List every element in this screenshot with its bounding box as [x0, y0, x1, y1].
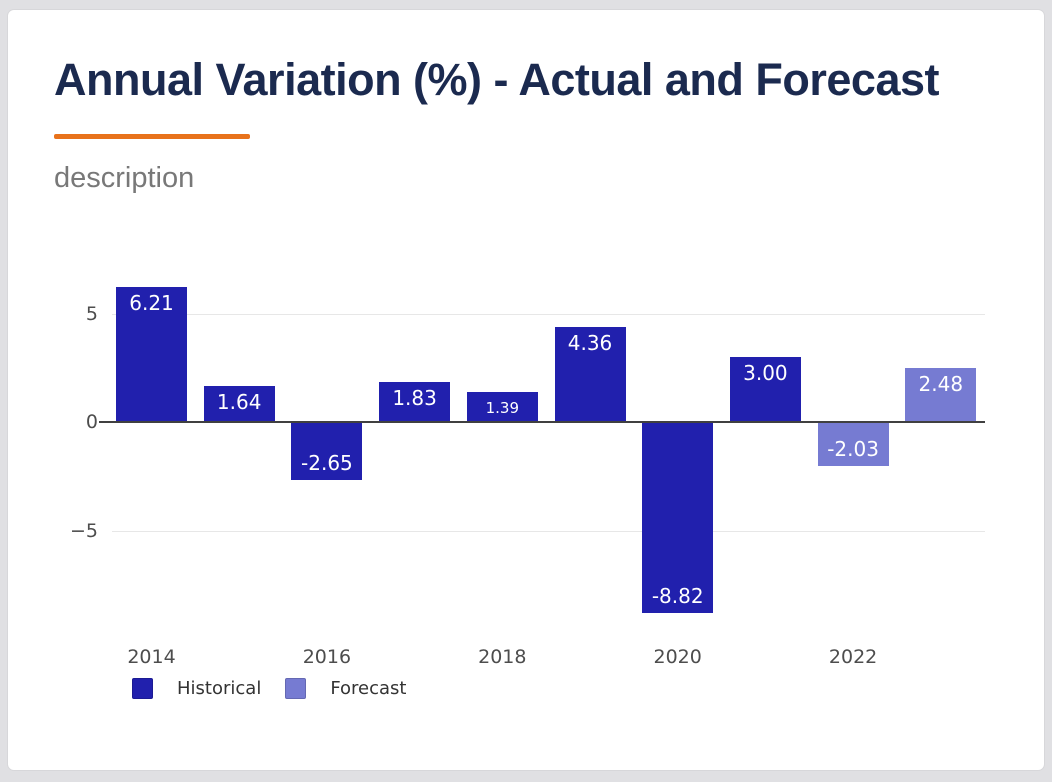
- zero-tick: [99, 421, 108, 423]
- bar-value-label: 3.00: [743, 360, 788, 385]
- gridline: [112, 313, 985, 315]
- bar-value-label: 4.36: [567, 331, 613, 356]
- bar-value-label: -2.65: [301, 450, 353, 475]
- chart-card: Annual Variation (%) - Actual and Foreca…: [8, 10, 1044, 770]
- bar: [642, 422, 714, 614]
- bar-value-label: 1.83: [392, 386, 437, 411]
- title-accent-rule: [54, 134, 250, 139]
- bar: [905, 368, 977, 422]
- gridline: [112, 530, 985, 532]
- x-tick-label: 2020: [653, 646, 702, 668]
- y-tick-label: 0: [85, 411, 98, 433]
- legend-label-forecast: Forecast: [330, 678, 407, 699]
- chart-area: 5 0 −5 6.21 1.64 -2.65 1.83 1.39 4.36 -8.82 3.00 -2…: [8, 10, 1044, 770]
- bar: [116, 287, 187, 422]
- page-description: description: [54, 162, 195, 194]
- y-tick-label: 5: [85, 302, 98, 325]
- x-tick-label: 2016: [302, 646, 352, 668]
- x-tick-label: 2018: [478, 646, 527, 668]
- bar: [817, 422, 889, 467]
- page-title: Annual Variation (%) - Actual and Foreca…: [54, 54, 939, 105]
- bar-value-label: 2.48: [918, 372, 964, 397]
- x-axis-line: [108, 421, 985, 423]
- bar-value-label: -2.03: [827, 437, 879, 462]
- bar: [203, 386, 275, 422]
- bar: [466, 391, 538, 422]
- legend-swatch-historical: [132, 678, 153, 699]
- legend-label-historical: Historical: [177, 678, 262, 699]
- chart-legend: Historical Forecast: [132, 678, 407, 699]
- bar-value-label: 1.64: [216, 390, 262, 415]
- bar-value-label: 6.21: [129, 291, 174, 316]
- bar: [729, 356, 801, 422]
- legend-swatch-forecast: [285, 678, 307, 699]
- x-tick-label: 2022: [828, 646, 878, 668]
- bar: [554, 327, 626, 422]
- y-tick-label: −5: [69, 519, 98, 542]
- bar-value-label: 1.39: [485, 398, 519, 417]
- x-tick-label: 2014: [127, 646, 176, 668]
- bar: [291, 422, 363, 480]
- bar-value-label: -8.82: [651, 584, 704, 609]
- bar: [379, 382, 451, 422]
